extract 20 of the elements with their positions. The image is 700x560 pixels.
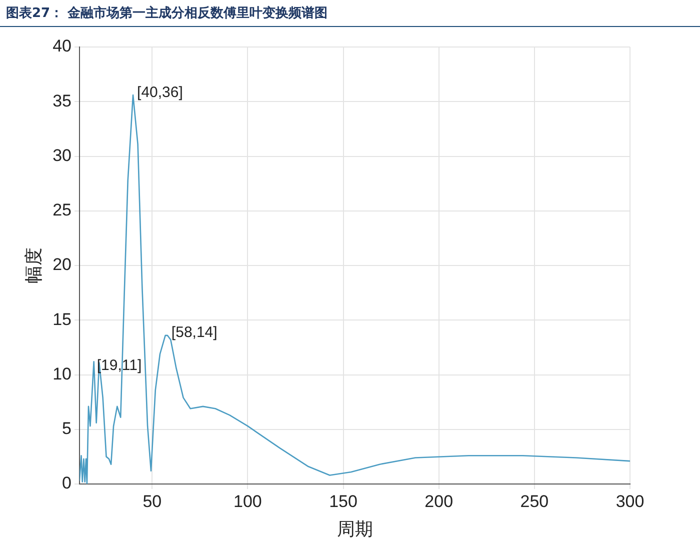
x-tick-label: 200 bbox=[424, 492, 454, 511]
y-tick-label: 10 bbox=[52, 364, 72, 384]
y-tick-label: 0 bbox=[62, 474, 72, 493]
y-tick-label: 5 bbox=[62, 419, 72, 438]
y-tick-label: 20 bbox=[52, 255, 72, 274]
x-axis-title: 周期 bbox=[336, 518, 373, 540]
y-tick-label: 35 bbox=[52, 91, 72, 110]
y-tick-label: 40 bbox=[52, 36, 72, 56]
annotation: [40,36] bbox=[137, 84, 183, 101]
chart-title: 图表27： 金融市场第一主成分相反数傅里叶变换频谱图 bbox=[0, 0, 700, 27]
y-tick-label: 15 bbox=[52, 310, 72, 329]
y-tick-label: 30 bbox=[52, 146, 72, 165]
y-tick-label: 25 bbox=[52, 200, 72, 220]
x-tick-label: 150 bbox=[329, 492, 358, 511]
x-tick-label: 100 bbox=[234, 492, 262, 511]
y-axis-title: 幅度 bbox=[23, 248, 44, 284]
annotation: [58,14] bbox=[171, 324, 218, 342]
x-tick-label: 50 bbox=[142, 492, 162, 511]
x-tick-label: 250 bbox=[520, 492, 549, 511]
x-tick-label: 300 bbox=[616, 492, 644, 511]
